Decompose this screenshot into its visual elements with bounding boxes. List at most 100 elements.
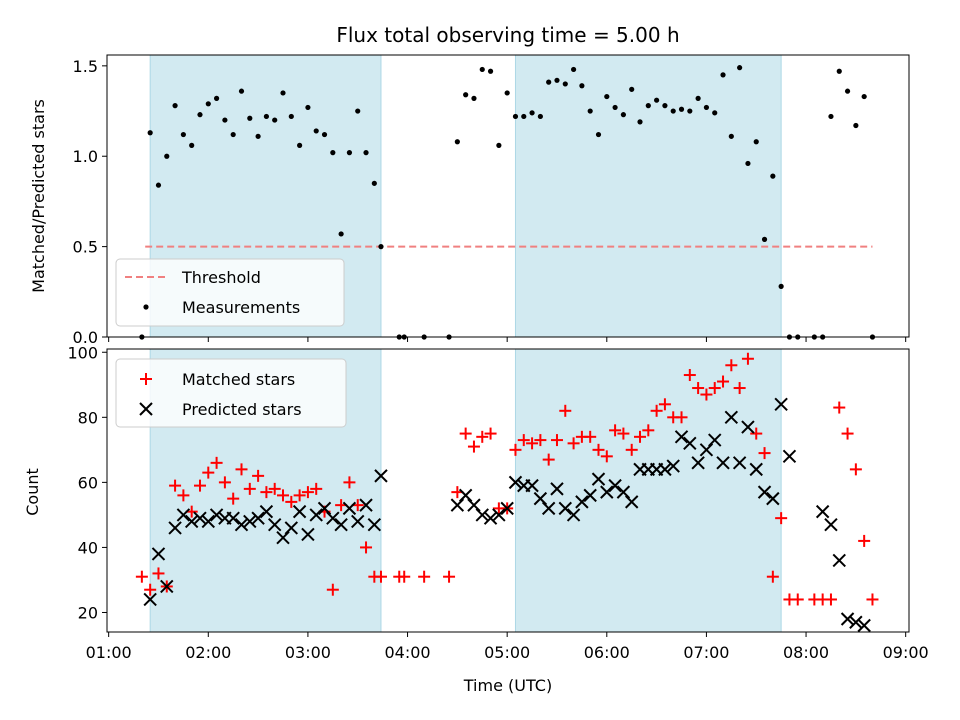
matched-star-point bbox=[824, 593, 837, 606]
measurement-point bbox=[512, 113, 519, 120]
top-y-axis-label: Matched/Predicted stars bbox=[29, 99, 48, 293]
matched-star-point bbox=[791, 593, 804, 606]
predicted-star-point bbox=[525, 478, 539, 493]
predicted-star-point bbox=[757, 485, 772, 499]
matched-star-point bbox=[243, 482, 256, 495]
matched-star-point bbox=[700, 388, 713, 401]
predicted-star-point bbox=[193, 511, 207, 525]
x-tick-label: 07:00 bbox=[683, 643, 729, 662]
measurement-point bbox=[454, 139, 460, 145]
predicted-star-point bbox=[583, 488, 597, 503]
measurement-point bbox=[546, 79, 552, 85]
matched-star-point bbox=[467, 440, 480, 453]
predicted-star-point bbox=[857, 618, 871, 633]
predicted-star-point bbox=[176, 508, 191, 522]
top-y-tick-label: 0.0 bbox=[73, 328, 98, 347]
predicted-star-point bbox=[508, 475, 523, 490]
measurement-point bbox=[479, 66, 485, 73]
predicted-star-point bbox=[815, 504, 830, 519]
matched-star-point bbox=[866, 593, 879, 606]
matched-star-point bbox=[260, 486, 273, 499]
matched-star-point bbox=[567, 437, 580, 450]
predicted-star-point bbox=[840, 612, 855, 626]
predicted-star-point bbox=[351, 514, 365, 529]
predicted-star-point bbox=[251, 511, 265, 525]
matched-star-point bbox=[692, 382, 705, 395]
predicted-star-point bbox=[475, 508, 489, 522]
measurement-point bbox=[247, 115, 253, 121]
top-y-tick-label: 1.0 bbox=[73, 147, 98, 166]
measurement-point bbox=[678, 106, 685, 112]
predicted-star-point bbox=[209, 508, 224, 522]
measurement-point bbox=[595, 131, 602, 138]
measurement-point bbox=[753, 139, 759, 145]
measurement-point bbox=[745, 160, 751, 167]
bottom-y-axis-label: Count bbox=[23, 468, 42, 516]
matched-star-point bbox=[542, 453, 555, 466]
measurement-point bbox=[363, 150, 369, 156]
matched-star-point bbox=[841, 427, 854, 440]
predicted-star-point bbox=[600, 485, 614, 499]
measurement-point bbox=[670, 108, 676, 114]
matched-star-point bbox=[277, 489, 290, 502]
measurement-point bbox=[330, 150, 336, 156]
predicted-star-point bbox=[276, 530, 290, 545]
predicted-star-point bbox=[608, 478, 622, 493]
matched-star-point bbox=[550, 434, 563, 447]
predicted-star-point bbox=[492, 508, 506, 522]
measurement-point bbox=[172, 103, 178, 109]
bottom-y-tick-label: 80 bbox=[78, 408, 98, 427]
measurement-point bbox=[463, 92, 469, 98]
measurement-point bbox=[305, 104, 311, 111]
measurement-point bbox=[737, 65, 743, 71]
measurement-point bbox=[197, 112, 203, 118]
matched-star-point bbox=[766, 570, 779, 583]
matched-star-point bbox=[858, 534, 871, 547]
top-observing-window-2 bbox=[514, 54, 782, 338]
predicted-star-point bbox=[226, 511, 240, 525]
predicted-star-point bbox=[201, 514, 215, 529]
predicted-star-point bbox=[666, 459, 680, 473]
matched-star-point bbox=[268, 482, 281, 495]
measurement-point bbox=[562, 81, 568, 87]
measurement-point bbox=[778, 283, 784, 289]
predicted-star-point bbox=[292, 504, 307, 519]
x-tick-label: 01:00 bbox=[86, 643, 132, 662]
matched-star-point bbox=[600, 450, 613, 463]
predicted-star-point bbox=[624, 495, 639, 509]
predicted-star-point bbox=[774, 397, 788, 412]
predicted-star-point bbox=[301, 527, 315, 542]
matched-star-point bbox=[642, 424, 655, 437]
matched-star-point bbox=[775, 512, 788, 525]
predicted-star-point bbox=[367, 517, 382, 532]
measurement-point bbox=[712, 110, 718, 116]
measurement-point bbox=[570, 66, 577, 73]
predicted-star-point bbox=[849, 615, 863, 629]
predicted-star-point bbox=[467, 498, 481, 512]
measurement-point bbox=[654, 97, 660, 103]
measurement-point bbox=[629, 86, 635, 92]
matched-star-point bbox=[741, 352, 754, 365]
top-data-layer bbox=[139, 65, 876, 340]
matched-star-point bbox=[609, 424, 622, 437]
x-axis-label: Time (UTC) bbox=[463, 676, 552, 695]
predicted-star-point bbox=[326, 511, 340, 525]
chart-title: Flux total observing time = 5.00 h bbox=[336, 23, 679, 47]
predicted-star-point bbox=[766, 491, 780, 506]
measurement-point bbox=[537, 113, 543, 120]
matched-star-point bbox=[252, 469, 265, 482]
measurement-point bbox=[272, 117, 278, 123]
predicted-star-point bbox=[374, 469, 388, 483]
bottom-legend-box bbox=[115, 358, 347, 428]
matched-star-point bbox=[476, 430, 489, 443]
predicted-star-point bbox=[732, 456, 747, 470]
predicted-star-point bbox=[500, 501, 514, 516]
measurement-point bbox=[695, 95, 701, 101]
matched-star-point bbox=[459, 427, 472, 440]
matched-star-point bbox=[534, 434, 547, 447]
matched-star-point bbox=[849, 463, 862, 476]
predicted-star-point bbox=[691, 456, 705, 470]
measurement-point bbox=[554, 77, 560, 83]
measurement-point bbox=[587, 108, 593, 114]
predicted-star-point bbox=[591, 472, 606, 486]
